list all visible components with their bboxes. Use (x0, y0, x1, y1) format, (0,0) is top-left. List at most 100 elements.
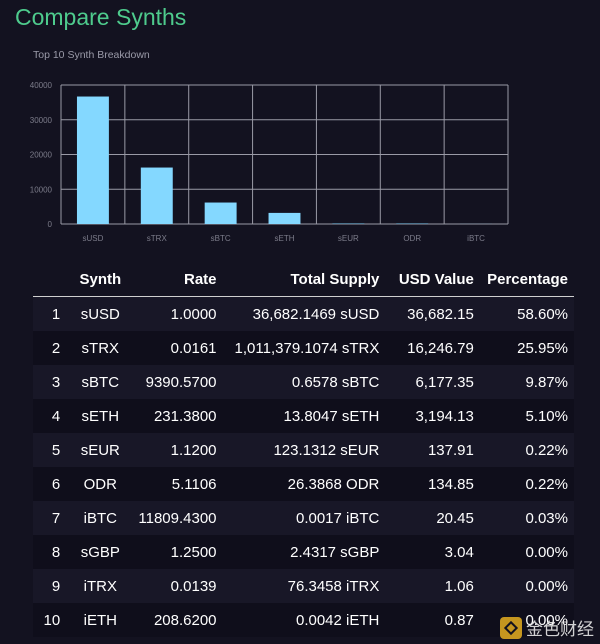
row-total-supply: 26.3868 ODR (222, 467, 386, 501)
row-rate: 1.1200 (138, 433, 223, 467)
table-row: 7 iBTC 11809.4300 0.0017 iBTC 20.45 0.03… (33, 501, 574, 535)
table-row: 3 sBTC 9390.5700 0.6578 sBTC 6,177.35 9.… (33, 365, 574, 399)
row-synth: sTRX (68, 331, 139, 365)
row-usd-value: 36,682.15 (385, 296, 480, 331)
row-percentage: 5.10% (479, 399, 574, 433)
header-usd-value[interactable]: USD Value (385, 262, 480, 297)
row-percentage: 0.00% (479, 603, 574, 637)
row-usd-value: 20.45 (385, 501, 480, 535)
row-rate: 208.6200 (138, 603, 223, 637)
row-total-supply: 0.6578 sBTC (222, 365, 386, 399)
row-index: 9 (33, 569, 69, 603)
bar (268, 212, 301, 224)
row-index: 6 (33, 467, 69, 501)
table-row: 5 sEUR 1.1200 123.1312 sEUR 137.91 0.22% (33, 433, 574, 467)
table-header-row: Synth Rate Total Supply USD Value Percen… (33, 262, 574, 297)
table-row: 8 sGBP 1.2500 2.4317 sGBP 3.04 0.00% (33, 535, 574, 569)
row-total-supply: 0.0017 iBTC (222, 501, 386, 535)
row-usd-value: 3,194.13 (385, 399, 480, 433)
row-rate: 11809.4300 (138, 501, 223, 535)
row-usd-value: 6,177.35 (385, 365, 480, 399)
table-row: 6 ODR 5.1106 26.3868 ODR 134.85 0.22% (33, 467, 574, 501)
row-rate: 9390.5700 (138, 365, 223, 399)
watermark-text: 金色财经 (526, 620, 594, 639)
row-percentage: 0.22% (479, 433, 574, 467)
table-row: 1 sUSD 1.0000 36,682.1469 sUSD 36,682.15… (33, 296, 574, 331)
row-index: 3 (33, 365, 69, 399)
row-synth: sETH (68, 399, 139, 433)
x-tick-label: iBTC (467, 234, 485, 243)
row-usd-value: 1.06 (385, 569, 480, 603)
row-percentage: 25.95% (479, 331, 574, 365)
row-usd-value: 134.85 (385, 467, 480, 501)
row-index: 2 (33, 331, 69, 365)
row-synth: sEUR (68, 433, 139, 467)
row-rate: 0.0161 (138, 331, 223, 365)
row-synth: iETH (68, 603, 139, 637)
row-rate: 1.2500 (138, 535, 223, 569)
y-tick-label: 10000 (30, 185, 53, 194)
row-index: 1 (33, 296, 69, 331)
row-total-supply: 13.8047 sETH (222, 399, 386, 433)
row-usd-value: 16,246.79 (385, 331, 480, 365)
x-tick-label: sEUR (338, 234, 359, 243)
row-index: 8 (33, 535, 69, 569)
header-synth[interactable]: Synth (68, 262, 139, 297)
header-rate[interactable]: Rate (138, 262, 223, 297)
table-row: 10 iETH 208.6200 0.0042 iETH 0.87 0.00% (33, 603, 574, 637)
row-index: 4 (33, 399, 69, 433)
row-usd-value: 3.04 (385, 535, 480, 569)
row-rate: 1.0000 (138, 296, 223, 331)
bar (76, 96, 109, 224)
row-total-supply: 36,682.1469 sUSD (222, 296, 386, 331)
row-synth: sBTC (68, 365, 139, 399)
row-total-supply: 2.4317 sGBP (222, 535, 386, 569)
y-tick-label: 20000 (30, 151, 53, 160)
synths-table: Synth Rate Total Supply USD Value Percen… (33, 262, 574, 637)
row-rate: 231.3800 (138, 399, 223, 433)
row-usd-value: 137.91 (385, 433, 480, 467)
x-tick-label: ODR (403, 234, 421, 243)
row-percentage: 58.60% (479, 296, 574, 331)
bar-chart-svg: Top 10 Synth Breakdown 0 10000 20000 30000 40… (30, 49, 509, 243)
header-index (33, 262, 69, 297)
x-tick-label: sBTC (211, 234, 231, 243)
row-percentage: 0.00% (479, 535, 574, 569)
row-synth: sUSD (68, 296, 139, 331)
row-percentage: 0.03% (479, 501, 574, 535)
watermark-logo-icon (500, 616, 522, 639)
x-tick-label: sETH (275, 234, 295, 243)
row-synth: sGBP (68, 535, 139, 569)
table-row: 2 sTRX 0.0161 1,011,379.1074 sTRX 16,246… (33, 331, 574, 365)
row-index: 5 (33, 433, 69, 467)
row-total-supply: 1,011,379.1074 sTRX (222, 331, 386, 365)
x-tick-label: sUSD (82, 234, 103, 243)
header-percentage[interactable]: Percentage (479, 262, 574, 297)
bar (204, 202, 237, 224)
row-total-supply: 123.1312 sEUR (222, 433, 386, 467)
watermark: 金色财经 (500, 615, 594, 640)
row-percentage: 0.22% (479, 467, 574, 501)
x-tick-label: sTRX (147, 234, 168, 243)
row-synth: iTRX (68, 569, 139, 603)
row-index: 10 (33, 603, 69, 637)
row-usd-value: 0.87 (385, 603, 480, 637)
table-row: 4 sETH 231.3800 13.8047 sETH 3,194.13 5.… (33, 399, 574, 433)
header-total-supply[interactable]: Total Supply (222, 262, 386, 297)
y-tick-label: 0 (48, 220, 53, 229)
row-synth: iBTC (68, 501, 139, 535)
row-total-supply: 76.3458 iTRX (222, 569, 386, 603)
chart-title: Top 10 Synth Breakdown (33, 49, 150, 61)
row-index: 7 (33, 501, 69, 535)
row-synth: ODR (68, 467, 139, 501)
table-row: 9 iTRX 0.0139 76.3458 iTRX 1.06 0.00% (33, 569, 574, 603)
y-tick-label: 30000 (30, 116, 53, 125)
row-percentage: 9.87% (479, 365, 574, 399)
synth-breakdown-chart: Top 10 Synth Breakdown 0 10000 20000 30000 40… (0, 40, 600, 250)
bar (140, 167, 173, 224)
row-percentage: 0.00% (479, 569, 574, 603)
page-title: Compare Synths (15, 4, 187, 30)
row-rate: 0.0139 (138, 569, 223, 603)
row-total-supply: 0.0042 iETH (222, 603, 386, 637)
row-rate: 5.1106 (138, 467, 223, 501)
